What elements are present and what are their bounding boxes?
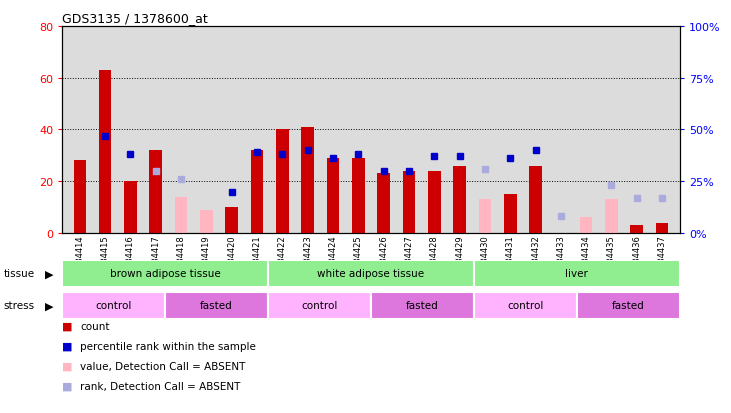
Text: count: count <box>80 321 110 331</box>
Bar <box>474 292 577 319</box>
Bar <box>352 159 365 233</box>
Bar <box>301 128 314 233</box>
Bar <box>74 161 86 233</box>
Text: control: control <box>96 300 132 311</box>
Text: control: control <box>507 300 544 311</box>
Bar <box>200 210 213 233</box>
Bar <box>124 182 137 233</box>
Bar <box>504 195 517 233</box>
Text: white adipose tissue: white adipose tissue <box>317 268 425 279</box>
Text: ■: ■ <box>62 381 72 391</box>
Text: brown adipose tissue: brown adipose tissue <box>110 268 221 279</box>
Bar <box>268 292 371 319</box>
Text: tissue: tissue <box>4 268 35 279</box>
Bar <box>453 166 466 233</box>
Bar <box>529 166 542 233</box>
Bar <box>605 200 618 233</box>
Text: stress: stress <box>4 300 35 311</box>
Text: fasted: fasted <box>612 300 645 311</box>
Text: percentile rank within the sample: percentile rank within the sample <box>80 341 257 351</box>
Bar <box>577 292 680 319</box>
Text: ■: ■ <box>62 321 72 331</box>
Bar <box>165 292 268 319</box>
Text: GDS3135 / 1378600_at: GDS3135 / 1378600_at <box>62 12 208 25</box>
Bar <box>225 207 238 233</box>
Text: rank, Detection Call = ABSENT: rank, Detection Call = ABSENT <box>80 381 240 391</box>
Text: value, Detection Call = ABSENT: value, Detection Call = ABSENT <box>80 361 246 371</box>
Bar <box>403 171 415 233</box>
Bar <box>276 130 289 233</box>
Bar <box>175 197 187 233</box>
Text: ▶: ▶ <box>45 300 54 311</box>
Bar <box>377 174 390 233</box>
Bar <box>99 71 112 233</box>
Text: control: control <box>301 300 338 311</box>
Bar <box>474 260 680 287</box>
Bar <box>656 223 668 233</box>
Text: ▶: ▶ <box>45 268 54 279</box>
Text: liver: liver <box>566 268 588 279</box>
Bar <box>327 159 339 233</box>
Text: ■: ■ <box>62 361 72 371</box>
Bar <box>149 151 162 233</box>
Text: ■: ■ <box>62 341 72 351</box>
Bar <box>62 260 268 287</box>
Bar <box>62 292 165 319</box>
Bar <box>630 225 643 233</box>
Bar <box>371 292 474 319</box>
Bar <box>428 171 441 233</box>
Bar <box>479 200 491 233</box>
Text: fasted: fasted <box>200 300 233 311</box>
Text: fasted: fasted <box>406 300 439 311</box>
Bar <box>580 218 593 233</box>
Bar <box>268 260 474 287</box>
Bar <box>251 151 263 233</box>
